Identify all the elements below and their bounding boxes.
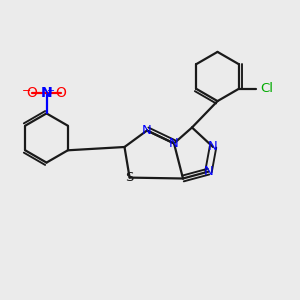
Text: O: O [27,86,38,100]
Text: N: N [142,124,152,137]
Text: +: + [46,85,54,96]
Text: S: S [125,171,134,184]
Text: −: − [21,86,31,96]
Text: O: O [56,86,66,100]
Text: N: N [169,137,179,150]
Text: N: N [208,140,218,154]
Text: Cl: Cl [260,82,273,95]
Text: N: N [204,165,213,178]
Text: N: N [41,86,52,100]
